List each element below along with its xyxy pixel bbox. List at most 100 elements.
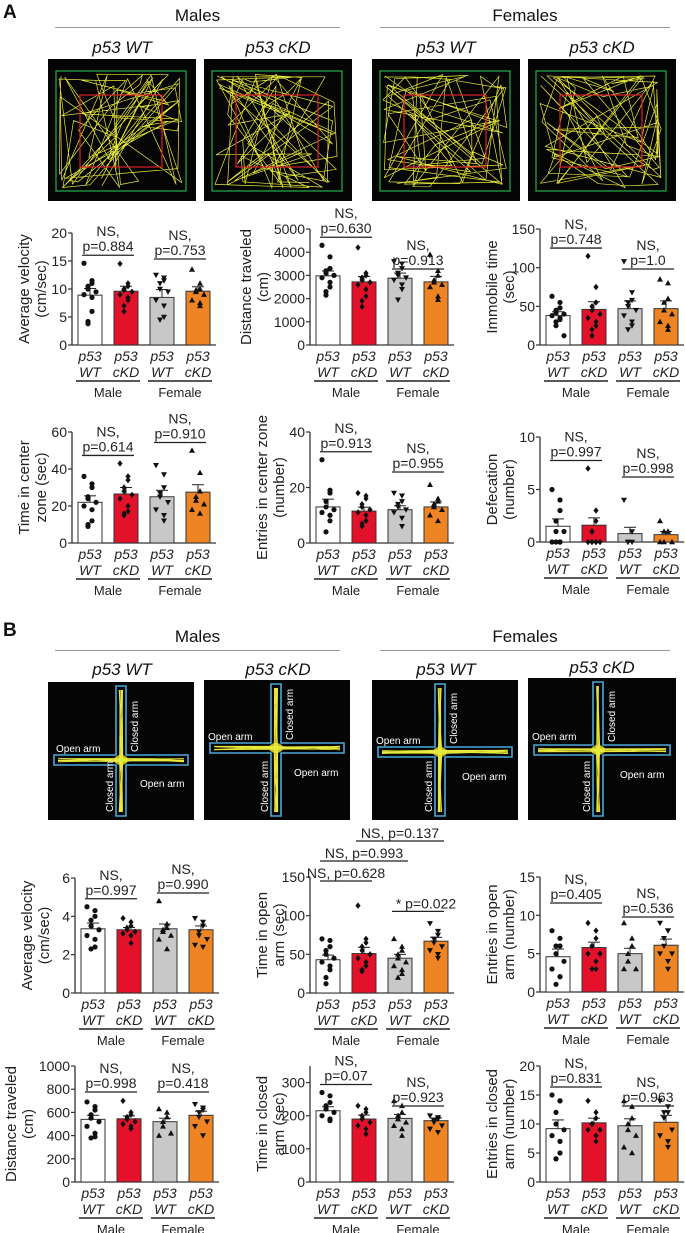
x-tick-label: WT	[547, 1201, 570, 1217]
data-point	[557, 935, 563, 941]
x-tick-label: cKD	[581, 1201, 607, 1217]
group-line-females-b	[380, 650, 670, 651]
x-tick-label: cKD	[188, 1201, 214, 1217]
data-point	[549, 966, 555, 972]
x-tick-label: cKD	[116, 1012, 142, 1028]
data-point	[89, 507, 95, 513]
data-point	[132, 1118, 138, 1125]
y-tick-label: 100	[282, 908, 306, 924]
x-tick-label: cKD	[351, 364, 377, 380]
y-tick-label: 15	[519, 869, 535, 885]
data-point	[549, 928, 555, 934]
p-value-label: p=0.405	[551, 886, 602, 902]
y-tick-label: 20	[51, 225, 67, 241]
y-tick-label: 5	[527, 946, 535, 962]
data-point	[96, 1119, 102, 1125]
data-point	[395, 974, 401, 980]
x-tick-label: cKD	[581, 364, 607, 380]
p-value-label: p=0.831	[551, 1070, 602, 1086]
x-tick-label: p53	[653, 995, 678, 1011]
group-line-males-b	[55, 650, 340, 651]
bar	[423, 1120, 449, 1183]
closed-arm-label: Closed arm	[285, 689, 296, 740]
ns-label: NS,	[99, 867, 122, 883]
ns-label: NS,	[334, 420, 357, 436]
x-tick-label: p53	[77, 348, 102, 364]
data-point	[399, 1109, 405, 1115]
x-tick-label: WT	[389, 364, 412, 380]
x-tick-label: p53	[617, 545, 642, 561]
outer-zone-border	[211, 70, 343, 192]
y-tick-label: 20	[519, 1058, 535, 1074]
center-zone-border	[79, 94, 163, 168]
data-point	[629, 529, 635, 535]
panel-a-label: A	[3, 2, 17, 23]
data-point	[665, 1144, 671, 1151]
y-axis-label: Immobile time	[484, 240, 501, 333]
data-point	[435, 267, 441, 274]
y-tick-label: 100	[282, 1141, 306, 1157]
data-point	[399, 493, 405, 499]
y-tick-label: 800	[47, 1081, 71, 1097]
data-point	[81, 292, 87, 298]
chart-b6: 0 5 10 15 20 Entries in closed arm (number) p53…	[484, 1055, 684, 1233]
y-tick-label: 0	[59, 337, 67, 353]
sex-group-label: Female	[158, 385, 201, 400]
x-tick-label: p53	[315, 546, 340, 562]
data-point	[625, 539, 631, 546]
data-point	[657, 1133, 663, 1139]
ns-label: NS,	[99, 1060, 122, 1076]
data-point	[621, 1144, 627, 1150]
data-point	[363, 935, 369, 943]
y-tick-label: 0	[62, 1174, 70, 1190]
data-point	[589, 538, 595, 546]
y-tick-label: 5	[59, 309, 67, 325]
data-point	[323, 504, 329, 510]
bar	[113, 493, 139, 544]
data-point	[359, 276, 365, 284]
y-axis-label: (cm)	[255, 272, 272, 302]
data-point	[593, 538, 599, 546]
ns-label: NS,	[564, 216, 587, 232]
data-point	[327, 265, 333, 272]
data-point	[168, 932, 174, 938]
p-value-label: p=0.997	[551, 444, 602, 460]
data-point	[327, 1118, 333, 1124]
x-tick-label: cKD	[653, 1201, 679, 1217]
data-point	[657, 276, 663, 282]
open-arm-label: Open arm	[376, 736, 420, 747]
data-point	[657, 951, 663, 957]
data-point	[431, 936, 437, 942]
p-value-label: p=0.913	[393, 252, 444, 268]
group-line-males-a	[55, 27, 340, 28]
data-point	[593, 1132, 599, 1139]
data-point	[629, 290, 635, 296]
data-point	[331, 507, 337, 513]
data-point	[355, 1102, 361, 1109]
data-point	[665, 966, 671, 973]
data-point	[189, 297, 195, 303]
data-point	[561, 1127, 567, 1133]
x-tick-label: cKD	[351, 562, 377, 578]
x-tick-label: p53	[152, 996, 177, 1012]
x-tick-label: cKD	[581, 1011, 607, 1027]
data-point	[128, 932, 134, 939]
ns-label: NS,	[96, 423, 119, 439]
bar	[617, 953, 643, 993]
data-point	[435, 952, 441, 958]
data-point	[156, 1132, 162, 1138]
data-point	[399, 524, 405, 530]
data-point	[359, 523, 365, 530]
data-point	[189, 447, 195, 453]
data-point	[117, 291, 123, 298]
data-point	[621, 313, 627, 319]
y-axis-label: Entries in open	[484, 884, 501, 984]
data-point	[323, 529, 329, 535]
y-tick-label: 0	[527, 984, 535, 1000]
data-point	[589, 303, 595, 310]
p-value-label: p=0.913	[321, 435, 372, 451]
track-hotspot	[591, 745, 605, 755]
data-point	[395, 501, 401, 508]
data-point	[323, 947, 329, 954]
